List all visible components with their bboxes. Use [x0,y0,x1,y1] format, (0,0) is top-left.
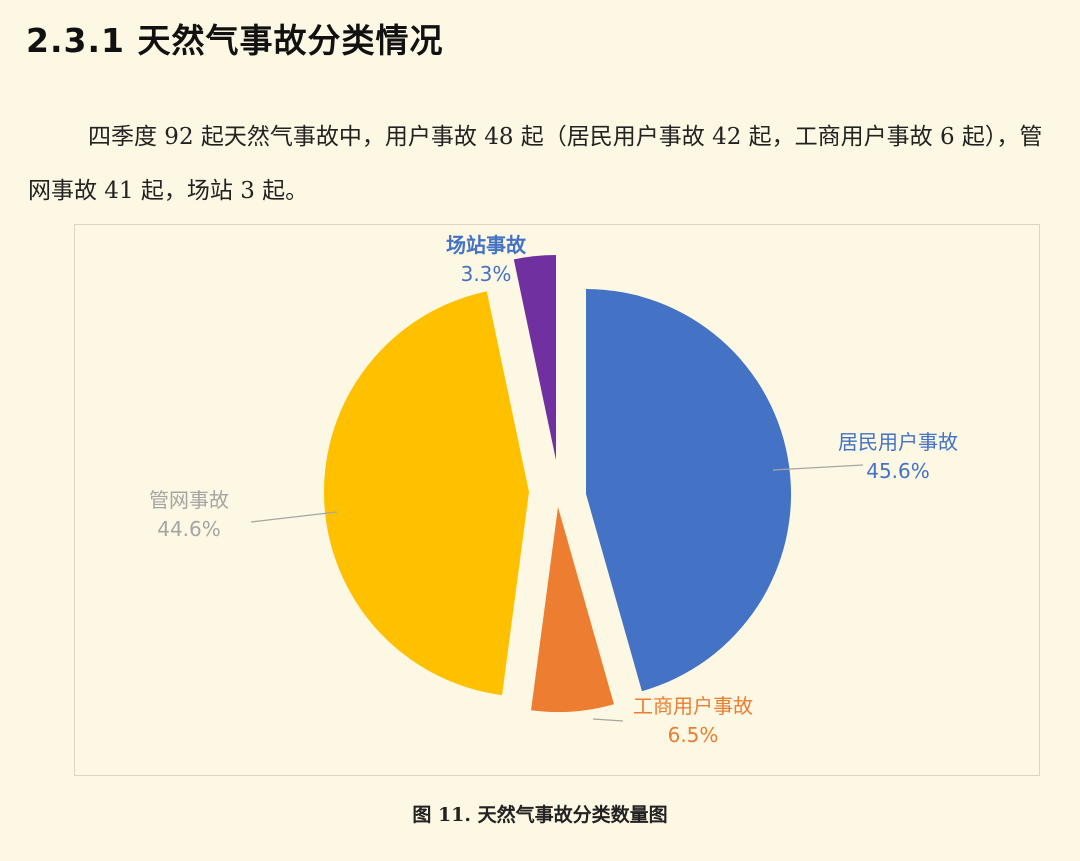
slice-name-label: 场站事故 [446,233,527,257]
slice-name-label: 管网事故 [149,488,229,512]
pie-slice [323,291,529,696]
pie-chart: 居民用户事故 45.6% 工商用户事故 6.5% 管网事故 44.6% 场站事故 3.3% [149,233,958,747]
pie-slice [513,255,556,460]
pie-slices [323,255,792,713]
leader-lines [250,464,864,722]
leader-line [250,511,338,523]
slice-labels: 居民用户事故 45.6% 工商用户事故 6.5% 管网事故 44.6% 场站事故 3.3% [149,233,958,747]
pie-slice [531,507,614,713]
slice-percent-label: 44.6% [157,517,221,541]
slice-name-label: 工商用户事故 [633,694,753,718]
slice-name-label: 居民用户事故 [838,430,958,454]
slice-percent-label: 45.6% [866,459,930,483]
slice-percent-label: 3.3% [461,262,512,286]
pie-slice [586,289,792,692]
section-heading: 2.3.1 天然气事故分类情况 [26,21,444,60]
leader-line [592,718,624,722]
chart-container: 居民用户事故 45.6% 工商用户事故 6.5% 管网事故 44.6% 场站事故 3.3% [74,224,1040,776]
summary-paragraph: 四季度 92 起天然气事故中，用户事故 48 起（居民用户事故 42 起，工商用… [28,124,1043,204]
slice-percent-label: 6.5% [668,723,719,747]
leader-line [772,464,864,471]
figure-caption: 图 11. 天然气事故分类数量图 [412,804,668,826]
